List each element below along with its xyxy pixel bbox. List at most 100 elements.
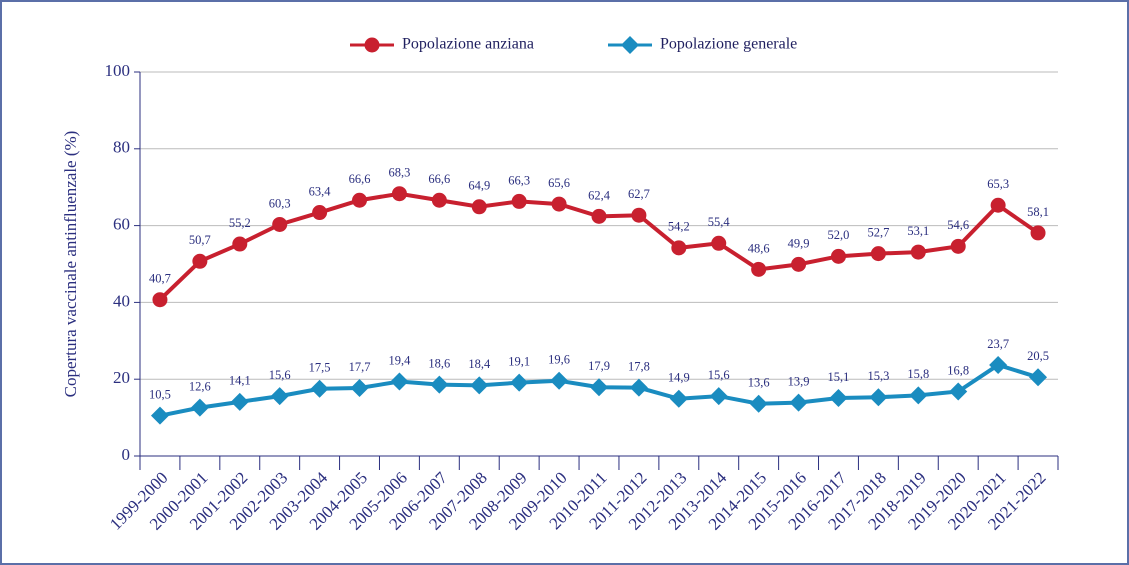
data-label: 65,3 [987,177,1009,191]
data-label: 15,6 [708,368,730,382]
legend-marker [621,36,639,54]
data-label: 10,5 [149,388,171,402]
marker [510,373,529,392]
data-label: 53,1 [907,224,929,238]
data-label: 54,6 [947,218,969,232]
marker [669,389,688,408]
data-label: 20,5 [1027,349,1049,363]
data-label: 64,9 [468,179,490,193]
data-label: 50,7 [189,233,211,247]
data-label: 17,9 [588,359,610,373]
data-label: 15,3 [867,369,889,383]
data-label: 15,8 [907,367,929,381]
marker [312,205,328,221]
legend-label: Popolazione generale [660,36,797,53]
data-label: 17,8 [628,360,650,374]
marker [909,386,928,405]
marker [711,235,727,251]
marker [350,379,369,398]
data-label: 62,7 [628,187,650,201]
data-label: 17,7 [349,360,371,374]
marker [431,192,447,208]
data-label: 19,6 [548,353,570,367]
data-label: 55,2 [229,216,251,230]
y-tick-label: 100 [105,61,131,80]
marker [869,388,888,407]
y-tick-label: 80 [113,138,130,157]
marker [791,256,807,272]
data-label: 15,1 [828,370,850,384]
data-label: 18,6 [428,356,450,370]
data-label: 68,3 [388,166,410,180]
marker [272,216,288,232]
y-tick-label: 0 [122,445,131,464]
marker [829,389,848,408]
legend-label: Popolazione anziana [402,36,534,53]
marker [910,244,926,260]
marker [150,406,169,425]
data-label: 62,4 [588,188,611,202]
data-label: 13,9 [788,374,810,388]
marker [629,378,648,397]
legend-marker [364,37,380,53]
marker [950,238,966,254]
data-label: 15,6 [269,368,291,382]
data-label: 58,1 [1027,205,1049,219]
marker [310,379,329,398]
marker [870,246,886,262]
data-label: 65,6 [548,176,570,190]
marker [749,394,768,413]
y-tick-label: 40 [113,291,130,310]
data-label: 40,7 [149,272,171,286]
marker [270,387,289,406]
data-label: 63,4 [309,184,332,198]
y-tick-label: 20 [113,368,130,387]
data-label: 66,6 [349,172,371,186]
data-label: 13,6 [748,376,770,390]
marker [391,186,407,202]
data-label: 19,4 [388,353,411,367]
marker [591,208,607,224]
marker [230,392,249,411]
y-axis-label: Copertura vaccinale antinfluenzale (%) [61,131,80,398]
marker [511,193,527,209]
marker [190,398,209,417]
marker [990,197,1006,213]
data-label: 52,0 [828,228,850,242]
data-label: 17,5 [309,361,331,375]
data-label: 60,3 [269,196,291,210]
marker [590,378,608,397]
data-label: 48,6 [748,241,770,255]
marker [671,240,687,256]
marker [470,376,489,395]
data-label: 19,1 [508,355,530,369]
marker [631,207,647,223]
data-label: 23,7 [987,337,1009,351]
data-label: 54,2 [668,220,690,234]
marker [390,372,409,391]
data-label: 12,6 [189,379,211,393]
data-label: 66,3 [508,173,530,187]
marker [709,387,728,406]
y-tick-label: 60 [113,215,130,234]
data-label: 14,9 [668,371,690,385]
marker [789,393,808,412]
data-label: 49,9 [788,236,810,250]
marker [352,192,368,208]
marker [1029,368,1048,387]
data-label: 66,6 [428,172,450,186]
data-label: 16,8 [947,363,969,377]
data-label: 14,1 [229,374,251,388]
marker [551,196,567,212]
marker [949,382,968,401]
marker [751,261,767,277]
marker [430,375,449,394]
marker [152,292,168,308]
marker [471,199,487,215]
marker [830,248,846,264]
data-label: 52,7 [867,226,889,240]
marker [232,236,248,252]
data-label: 18,4 [468,357,491,371]
